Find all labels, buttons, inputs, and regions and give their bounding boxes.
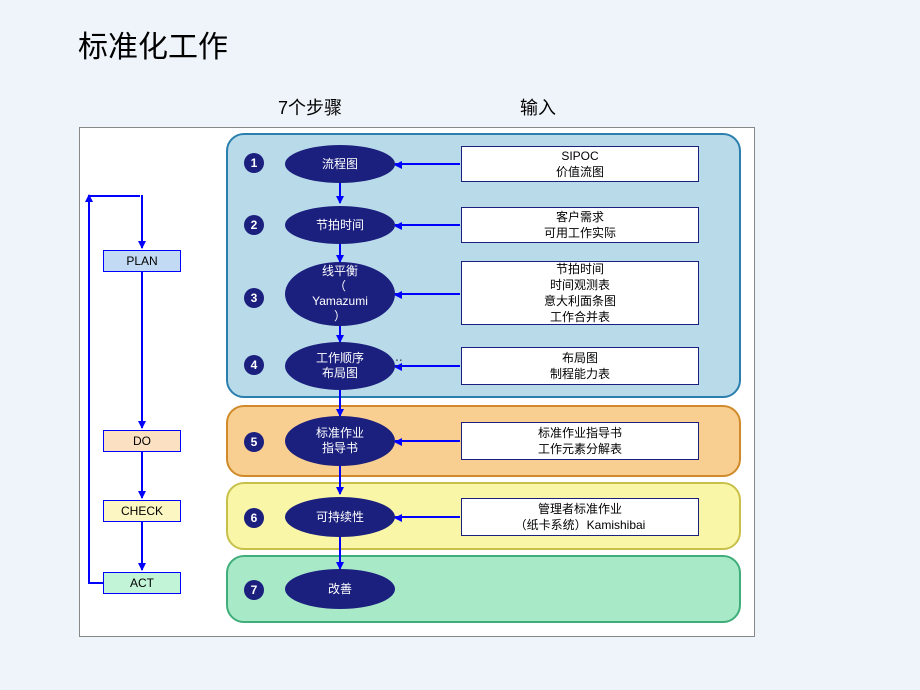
arrow-do-check	[141, 452, 143, 498]
badge-4: 4	[244, 355, 264, 375]
v-5-6	[339, 466, 341, 494]
pdca-act: ACT	[103, 572, 181, 594]
arrow-check-act	[141, 522, 143, 570]
badge-5: 5	[244, 432, 264, 452]
decorative-marker: ::	[395, 354, 403, 370]
arrow-input-5	[395, 440, 460, 442]
arrow-loop-into-plan	[141, 195, 143, 248]
v-1-2	[339, 183, 341, 203]
column-header-inputs: 输入	[520, 94, 556, 120]
input-kamishibai: 管理者标准作业（纸卡系统）Kamishibai	[461, 498, 699, 536]
page-title: 标准化工作	[78, 22, 228, 66]
input-demand: 客户需求可用工作实际	[461, 207, 699, 243]
loop-h-bottom	[88, 582, 103, 584]
badge-7: 7	[244, 580, 264, 600]
step-kaizen: 改善	[285, 569, 395, 609]
v-3-4	[339, 326, 341, 342]
badge-2: 2	[244, 215, 264, 235]
pdca-check: CHECK	[103, 500, 181, 522]
input-sipoc: SIPOC价值流图	[461, 146, 699, 182]
loop-h-top	[88, 195, 140, 197]
step-takt: 节拍时间	[285, 206, 395, 244]
pdca-plan: PLAN	[103, 250, 181, 272]
step-layout: 工作顺序布局图	[285, 342, 395, 390]
badge-6: 6	[244, 508, 264, 528]
step-sop: 标准作业指导书	[285, 416, 395, 466]
input-layout: 布局图制程能力表	[461, 347, 699, 385]
arrow-input-3	[395, 293, 460, 295]
step-flowchart: 流程图	[285, 145, 395, 183]
step-sustain: 可持续性	[285, 497, 395, 537]
pdca-do: DO	[103, 430, 181, 452]
column-header-steps: 7个步骤	[278, 94, 342, 120]
arrow-input-1	[395, 163, 460, 165]
step-yamazumi: 线平衡（Yamazumi）	[285, 262, 395, 326]
input-balance: 节拍时间时间观测表意大利面条图工作合并表	[461, 261, 699, 325]
badge-3: 3	[244, 288, 264, 308]
loop-v	[88, 195, 90, 582]
arrow-input-2	[395, 224, 460, 226]
arrow-input-6	[395, 516, 460, 518]
input-sop: 标准作业指导书工作元素分解表	[461, 422, 699, 460]
arrow-input-4	[395, 365, 460, 367]
v-2-3	[339, 244, 341, 262]
badge-1: 1	[244, 153, 264, 173]
v-4-5	[339, 390, 341, 416]
v-6-7	[339, 537, 341, 569]
arrow-plan-do	[141, 272, 143, 428]
